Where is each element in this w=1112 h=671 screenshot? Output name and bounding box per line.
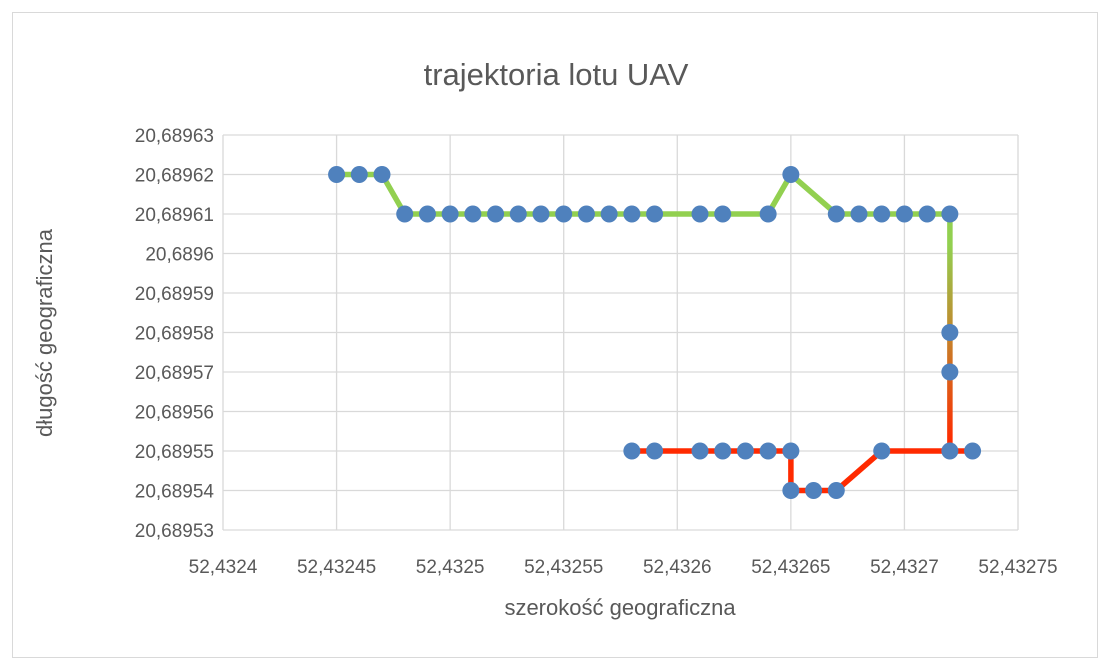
- x-tick-label: 52,43245: [297, 557, 376, 578]
- data-point: [441, 205, 459, 223]
- data-point: [805, 482, 823, 499]
- data-point: [328, 166, 346, 183]
- x-tick-label: 52,43265: [751, 557, 830, 578]
- y-tick-label: 20,68954: [135, 482, 215, 503]
- y-tick-label: 20,68953: [135, 521, 214, 542]
- data-point: [782, 482, 800, 499]
- data-point: [827, 205, 845, 223]
- data-point: [736, 442, 754, 460]
- data-point: [555, 205, 573, 223]
- data-point: [487, 205, 505, 223]
- data-point: [464, 205, 482, 223]
- data-point: [691, 442, 709, 460]
- chart-frame: [12, 12, 1098, 658]
- data-point: [623, 205, 641, 223]
- data-point: [373, 166, 391, 183]
- chart-title: trajektoria lotu UAV: [424, 57, 689, 92]
- data-point: [941, 205, 959, 223]
- y-axis-title: długość geograficzna: [32, 228, 57, 437]
- data-point: [850, 205, 868, 223]
- data-point: [759, 442, 777, 460]
- x-tick-label: 52,4325: [416, 557, 485, 578]
- data-point: [646, 442, 664, 460]
- x-axis-title: szerokość geograficzna: [504, 595, 736, 620]
- data-point: [396, 205, 414, 223]
- data-point: [646, 205, 664, 223]
- y-tick-label: 20,68956: [135, 403, 214, 424]
- data-point: [714, 205, 732, 223]
- data-point: [714, 442, 732, 460]
- data-point: [941, 442, 959, 460]
- data-point: [600, 205, 618, 223]
- y-tick-label: 20,68963: [135, 126, 214, 147]
- y-tick-label: 20,68961: [135, 205, 214, 226]
- data-point: [827, 482, 845, 499]
- data-point: [577, 205, 595, 223]
- data-point: [623, 442, 641, 460]
- data-point: [782, 442, 800, 460]
- data-point: [782, 166, 800, 183]
- y-tick-label: 20,6896: [145, 245, 214, 266]
- data-point: [895, 205, 913, 223]
- data-point: [941, 363, 959, 381]
- data-point: [964, 442, 982, 460]
- x-tick-label: 52,4324: [189, 557, 258, 578]
- data-point: [759, 205, 777, 223]
- y-tick-label: 20,68958: [135, 324, 214, 345]
- x-tick-label: 52,43255: [524, 557, 603, 578]
- y-tick-label: 20,68959: [135, 284, 214, 305]
- data-point: [873, 205, 891, 223]
- y-tick-label: 20,68957: [135, 363, 214, 384]
- series-line: [336, 171, 976, 494]
- data-point: [509, 205, 527, 223]
- data-point: [418, 205, 436, 223]
- data-point: [941, 324, 959, 341]
- data-point: [350, 166, 368, 183]
- data-point: [873, 442, 891, 460]
- data-point: [532, 205, 550, 223]
- y-tick-label: 20,68955: [135, 442, 214, 463]
- x-tick-label: 52,43275: [978, 557, 1057, 578]
- data-point: [691, 205, 709, 223]
- x-tick-label: 52,4326: [643, 557, 712, 578]
- x-tick-label: 52,4327: [870, 557, 939, 578]
- y-tick-label: 20,68962: [135, 166, 214, 187]
- data-point: [918, 205, 936, 223]
